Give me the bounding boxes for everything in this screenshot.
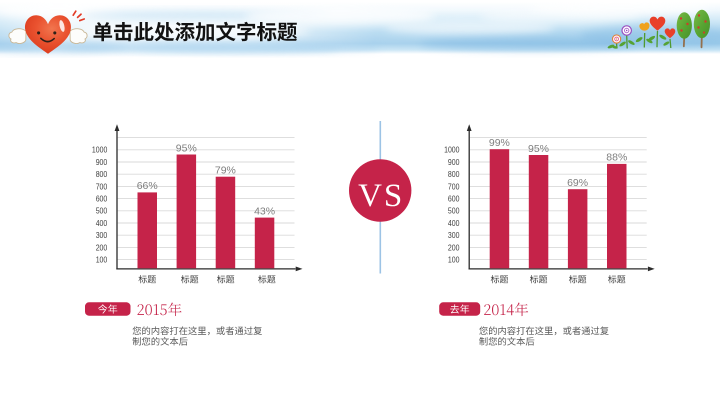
svg-text:200: 200: [448, 243, 460, 252]
svg-text:700: 700: [96, 182, 108, 191]
svg-text:VS: VS: [358, 178, 404, 214]
svg-text:400: 400: [448, 219, 460, 228]
svg-text:600: 600: [448, 195, 460, 204]
svg-text:500: 500: [96, 207, 108, 216]
svg-text:400: 400: [96, 219, 108, 228]
svg-text:88%: 88%: [606, 152, 627, 164]
svg-text:43%: 43%: [254, 205, 275, 217]
svg-text:800: 800: [448, 170, 460, 179]
svg-text:600: 600: [96, 195, 108, 204]
svg-text:95%: 95%: [176, 142, 197, 154]
svg-text:700: 700: [448, 182, 460, 191]
svg-text:500: 500: [448, 207, 460, 216]
svg-text:79%: 79%: [215, 165, 236, 177]
svg-text:100: 100: [96, 256, 108, 265]
svg-text:100: 100: [448, 256, 460, 265]
svg-text:300: 300: [448, 231, 460, 240]
svg-text:900: 900: [448, 158, 460, 167]
svg-text:900: 900: [96, 158, 108, 167]
svg-text:69%: 69%: [567, 177, 588, 189]
svg-text:300: 300: [96, 231, 108, 240]
svg-text:95%: 95%: [528, 143, 549, 155]
svg-text:1000: 1000: [92, 146, 108, 155]
svg-text:1000: 1000: [444, 146, 460, 155]
svg-text:200: 200: [96, 243, 108, 252]
svg-text:99%: 99%: [489, 137, 510, 149]
svg-text:66%: 66%: [137, 180, 158, 192]
svg-text:800: 800: [96, 170, 108, 179]
